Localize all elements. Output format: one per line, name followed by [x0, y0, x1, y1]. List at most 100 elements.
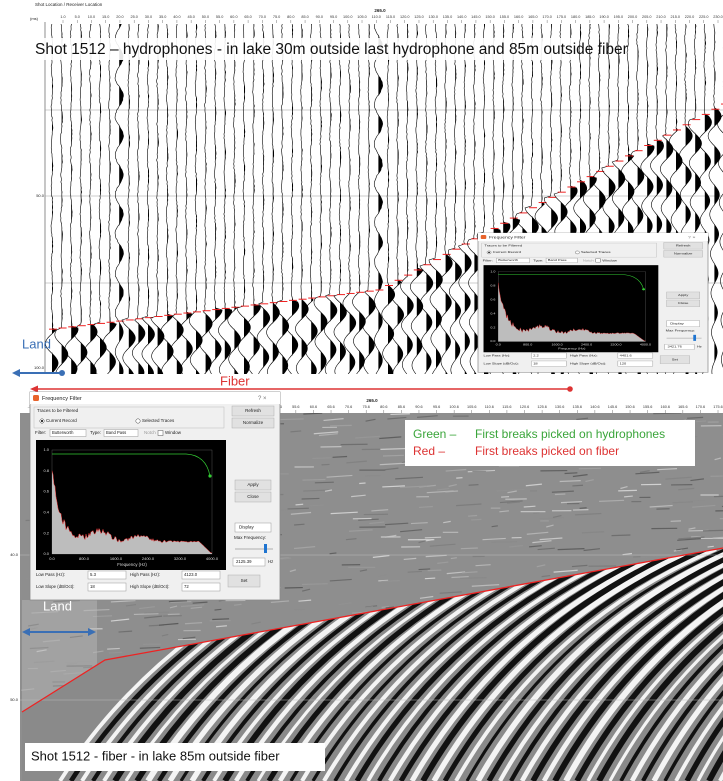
noise-stripe	[330, 425, 352, 426]
plot-x-tick: 2400.0	[142, 556, 155, 561]
noise-stripe	[653, 413, 681, 414]
plot-y-tick: 1.0	[43, 447, 49, 452]
plot-x-tick: 0.0	[49, 556, 55, 561]
noise-stripe	[134, 614, 159, 615]
x-tick-label: 140.0	[457, 15, 467, 19]
plot-x-tick: 4000.0	[640, 343, 651, 346]
field-label: High Slope (dB/Oct):	[570, 362, 606, 365]
x-tick-label: 30.0	[145, 15, 152, 19]
field-value: 72	[184, 584, 189, 589]
x-tick-label: 225.0	[699, 15, 709, 19]
frequency-filter-dialog: Frequency Filter? ×Traces to be Filtered…	[478, 233, 708, 372]
plot-x-tick: 1600.0	[552, 343, 563, 346]
x-tick-label: 175.0	[557, 15, 567, 19]
x-tick-label: 75.6	[363, 405, 370, 409]
filter-value: Butterworth	[52, 430, 74, 435]
x-tick-label: 75.0	[273, 15, 280, 19]
center-label: 265.0	[366, 398, 378, 403]
frequency-filter-dialog: Frequency Filter? ×Traces to be Filtered…	[30, 392, 280, 600]
field-label: Low Slope (dB/Oct):	[36, 584, 74, 589]
x-tick-label: 85.0	[301, 15, 308, 19]
radio[interactable]	[575, 251, 579, 254]
noise-stripe	[279, 419, 304, 420]
noise-stripe	[708, 546, 714, 547]
filter-handle	[208, 474, 211, 477]
x-tick-label: 80.6	[380, 405, 387, 409]
dialog-title: Frequency Filter	[489, 235, 526, 239]
x-tick-label: 210.0	[656, 15, 666, 19]
x-tick-label: 40.0	[173, 15, 180, 19]
x-tick-label: 25.0	[131, 15, 138, 19]
slider-thumb[interactable]	[693, 335, 696, 341]
noise-stripe	[353, 451, 373, 452]
noise-stripe	[310, 505, 324, 506]
noise-stripe	[279, 570, 286, 571]
plot-y-tick: 0.4	[43, 509, 49, 514]
checkbox[interactable]	[158, 431, 163, 436]
field-value: 4123.0	[184, 572, 198, 577]
max-freq-value: 2125.39	[236, 559, 252, 564]
noise-stripe	[468, 515, 477, 516]
center-label: 265.0	[374, 8, 386, 13]
filter-label: Filter:	[483, 259, 493, 262]
land-label: Land	[22, 336, 51, 351]
plot-y-tick: 0.0	[43, 551, 49, 556]
notch-label: Notch	[144, 430, 156, 435]
button-label: Close	[247, 494, 259, 499]
x-tick-label: 50.0	[202, 15, 209, 19]
noise-stripe	[312, 458, 331, 459]
button-label: Apply	[678, 294, 689, 297]
field-value: 120	[620, 362, 627, 365]
y-label: 50.0	[36, 193, 45, 198]
plot-y-tick: 0.2	[43, 530, 49, 535]
caption: Shot 1512 – hydrophones - in lake 30m ou…	[35, 41, 628, 58]
radio[interactable]	[136, 419, 140, 423]
filter-value: Butterworth	[498, 259, 518, 262]
radio-label: Current Record	[46, 418, 77, 423]
x-tick-label: 65.6	[327, 405, 334, 409]
noise-stripe	[703, 530, 723, 531]
x-tick-label: 10.0	[88, 15, 95, 19]
x-tick-label: 65.0	[244, 15, 251, 19]
noise-stripe	[212, 619, 229, 620]
field-value: 2.2	[533, 354, 539, 357]
max-freq-label: Max Frequency:	[234, 535, 266, 540]
checkbox[interactable]	[596, 259, 601, 262]
type-label: Type:	[533, 259, 543, 262]
legend-name: Green –	[413, 427, 457, 441]
noise-stripe	[215, 609, 222, 610]
x-tick-label: 220.0	[685, 15, 695, 19]
x-tick-label: 170.6	[696, 405, 706, 409]
x-tick-label: 130.0	[428, 15, 438, 19]
slider-thumb[interactable]	[264, 544, 267, 553]
x-tick-label: 155.6	[643, 405, 653, 409]
app-icon	[481, 235, 487, 239]
x-tick-label: 80.0	[287, 15, 294, 19]
button-label: Normalize	[674, 252, 693, 255]
x-tick-label: 70.0	[259, 15, 266, 19]
notch-label: Notch	[583, 259, 594, 262]
plot-y-tick: 0.8	[490, 284, 495, 287]
field-label: Low Pass (Hz):	[484, 354, 511, 357]
x-tick-label: 190.0	[599, 15, 609, 19]
field-value: 4401.6	[620, 354, 632, 357]
noise-stripe	[107, 648, 120, 649]
plot-y-tick: 0.2	[490, 326, 495, 329]
noise-stripe	[330, 553, 337, 554]
x-tick-label: 180.0	[571, 15, 581, 19]
display-label: Display	[670, 322, 684, 325]
dialog-title: Frequency Filter	[42, 396, 82, 402]
noise-stripe	[469, 485, 479, 486]
x-tick-label: 145.0	[471, 15, 481, 19]
legend-text: First breaks picked on fiber	[475, 444, 619, 458]
x-tick-label: 35.0	[159, 15, 166, 19]
legend-text: First breaks picked on hydrophones	[475, 427, 665, 441]
noise-stripe	[288, 508, 309, 509]
noise-stripe	[302, 584, 328, 585]
x-tick-label: 70.6	[345, 405, 352, 409]
filter-label: Filter:	[35, 430, 46, 435]
noise-stripe	[383, 455, 404, 456]
legend-name: Red –	[413, 444, 445, 458]
y-label: 50.0	[10, 697, 19, 702]
button-label: Normalize	[243, 420, 264, 425]
